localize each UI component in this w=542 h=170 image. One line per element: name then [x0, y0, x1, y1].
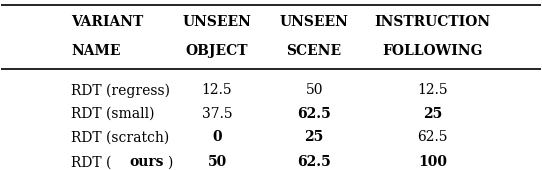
Text: SCENE: SCENE — [287, 44, 341, 58]
Text: 25: 25 — [305, 130, 324, 144]
Text: 25: 25 — [423, 107, 442, 121]
Text: RDT (scratch): RDT (scratch) — [72, 130, 170, 144]
Text: 37.5: 37.5 — [202, 107, 233, 121]
Text: 12.5: 12.5 — [417, 83, 448, 97]
Text: 62.5: 62.5 — [297, 107, 331, 121]
Text: 100: 100 — [418, 155, 447, 169]
Text: 62.5: 62.5 — [297, 155, 331, 169]
Text: RDT (small): RDT (small) — [72, 107, 155, 121]
Text: NAME: NAME — [72, 44, 121, 58]
Text: RDT (regress): RDT (regress) — [72, 83, 171, 98]
Text: 0: 0 — [212, 130, 222, 144]
Text: ): ) — [167, 155, 173, 169]
Text: INSTRUCTION: INSTRUCTION — [375, 15, 491, 29]
Text: 50: 50 — [305, 83, 323, 97]
Text: VARIANT: VARIANT — [72, 15, 144, 29]
Text: UNSEEN: UNSEEN — [280, 15, 349, 29]
Text: FOLLOWING: FOLLOWING — [383, 44, 483, 58]
Text: 12.5: 12.5 — [202, 83, 233, 97]
Text: OBJECT: OBJECT — [186, 44, 248, 58]
Text: 62.5: 62.5 — [417, 130, 448, 144]
Text: RDT (: RDT ( — [72, 155, 112, 169]
Text: UNSEEN: UNSEEN — [183, 15, 251, 29]
Text: 50: 50 — [208, 155, 227, 169]
Text: ours: ours — [130, 155, 164, 169]
